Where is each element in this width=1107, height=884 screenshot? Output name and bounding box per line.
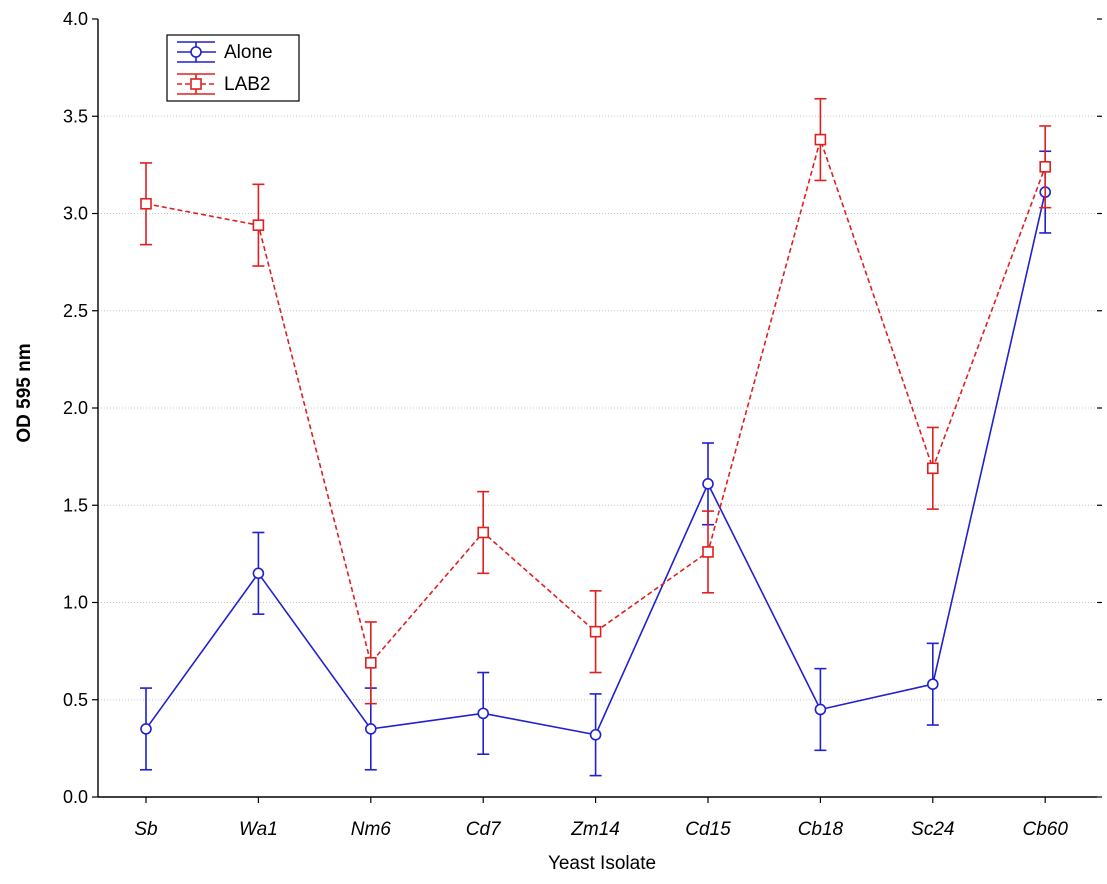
tick-labels: 0.0 0.5 1.0 1.5 2.0 2.5 3.0 3.5 4.0 Sb Wa1 Nm6 Cd7 Zm… — [63, 9, 1068, 840]
data-point — [252, 219, 265, 231]
data-point — [140, 197, 152, 210]
x-tick-label: Sb — [134, 819, 157, 840]
x-tick-label: Zm14 — [570, 819, 620, 840]
data-point — [926, 462, 939, 475]
y-tick-label: 2.5 — [63, 301, 88, 321]
y-tick-label: 4.0 — [63, 9, 88, 29]
series-group — [140, 97, 1052, 777]
y-axis-title: OD 595 nm — [14, 343, 35, 442]
legend: Alone LAB2 — [166, 34, 300, 102]
legend-box — [166, 34, 300, 102]
x-axis-title: Yeast Isolate — [548, 853, 656, 874]
data-point — [477, 526, 490, 539]
data-point — [1039, 161, 1051, 173]
legend-item-lab2: LAB2 — [177, 73, 270, 95]
data-point — [926, 678, 939, 690]
data-point — [814, 703, 827, 716]
x-tick-label: Cd7 — [466, 819, 502, 840]
series-line — [145, 136, 1046, 665]
data-point — [364, 723, 377, 735]
data-point — [702, 478, 714, 490]
data-point — [702, 546, 714, 558]
y-tick-label: 1.0 — [63, 593, 88, 613]
y-tick-label: 2.0 — [63, 398, 88, 418]
data-point — [477, 707, 490, 720]
y-tick-label: 3.5 — [63, 106, 88, 126]
x-tick-label: Cb60 — [1022, 819, 1068, 840]
x-tick-label: Wa1 — [239, 819, 278, 840]
data-point — [140, 723, 152, 735]
y-tick-label: 3.0 — [63, 204, 88, 224]
data-point — [252, 567, 265, 580]
x-tick-label: Sc24 — [911, 819, 954, 840]
y-tick-label: 0.0 — [63, 787, 88, 807]
series-alone — [140, 150, 1052, 777]
data-point — [589, 728, 602, 741]
data-point — [589, 625, 602, 638]
x-tick-label: Nm6 — [351, 819, 392, 840]
x-tick-label: Cb18 — [798, 819, 844, 840]
grid-lines — [98, 115, 1097, 701]
series-lab2 — [140, 97, 1052, 705]
data-point — [814, 133, 827, 146]
y-tick-label: 1.5 — [63, 495, 88, 515]
y-tick-label: 0.5 — [63, 690, 88, 710]
legend-marker — [190, 46, 202, 58]
legend-item-alone: Alone — [177, 41, 273, 63]
legend-label: Alone — [224, 42, 273, 63]
legend-label: LAB2 — [224, 74, 270, 95]
legend-marker — [190, 78, 202, 90]
axes — [92, 18, 1102, 803]
x-tick-label: Cd15 — [685, 819, 731, 840]
data-point — [364, 656, 377, 669]
